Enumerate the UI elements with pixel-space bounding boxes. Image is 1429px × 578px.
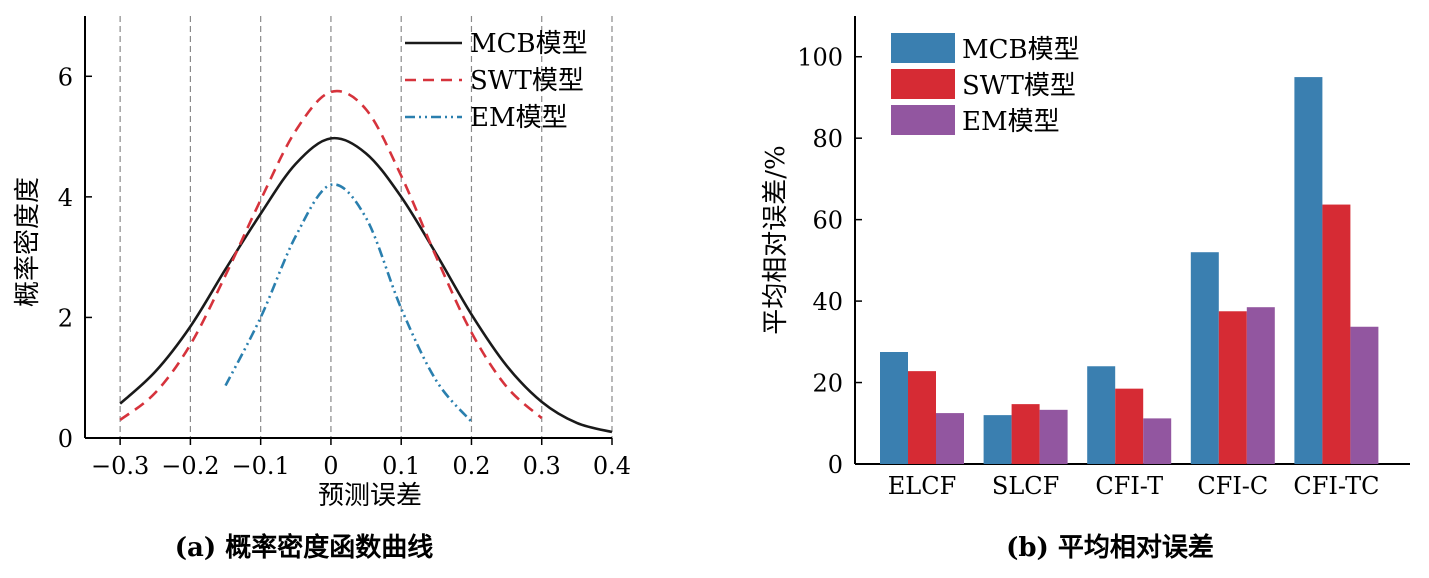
- bar: [1011, 404, 1040, 464]
- x-tick-label: CFI-T: [1095, 472, 1163, 500]
- caption-a: (a) 概率密度函数曲线: [175, 532, 434, 563]
- bar: [936, 413, 964, 464]
- x-axis-label: 预测误差: [318, 481, 422, 511]
- bar: [1087, 366, 1116, 464]
- x-tick-label: CFI-C: [1197, 472, 1268, 500]
- y-axis-label: 平均相对误差/%: [761, 145, 791, 334]
- x-tick-label: −0.1: [232, 452, 290, 480]
- bars: [880, 77, 1379, 465]
- y-tick-label: 6: [58, 63, 73, 91]
- legend: MCB模型 SWT模型 EM模型: [891, 33, 1080, 137]
- legend-label: SWT模型: [962, 71, 1076, 101]
- legend-label: MCB模型: [962, 35, 1080, 65]
- x-tick-label: −0.2: [161, 452, 219, 480]
- bar: [983, 415, 1012, 464]
- bar: [1350, 326, 1379, 464]
- y-tick-label: 4: [58, 184, 73, 212]
- legend-swatch: [891, 105, 955, 135]
- series-line: [119, 136, 613, 434]
- pdf-chart: −0.3 −0.2 −0.1 0 0.1 0.2 0.3 0.4 0 2 4 6 MCB模型 SWT模型…: [13, 16, 631, 563]
- y-tick-label: 20: [812, 370, 843, 398]
- tick-labels: 0 20 40 60 80 100 ELCF SLCF CFI-T CFI-C CFI-TC: [797, 44, 1379, 500]
- legend-swatch: [891, 69, 955, 99]
- axes: [84, 16, 613, 445]
- bar: [1218, 311, 1247, 464]
- bar: [1143, 418, 1172, 464]
- bar: [1190, 252, 1219, 464]
- y-tick-label: 40: [812, 288, 843, 316]
- y-tick-label: 0: [58, 425, 73, 453]
- bar: [1322, 204, 1351, 465]
- series-line: [224, 183, 473, 423]
- bar: [908, 371, 936, 464]
- y-tick-label: 2: [58, 304, 73, 332]
- series-lines: [119, 89, 613, 434]
- bar: [1115, 388, 1144, 464]
- x-tick-label: 0.4: [593, 452, 631, 480]
- bar: [1246, 307, 1275, 464]
- legend-label: EM模型: [962, 107, 1060, 137]
- x-tick-label: −0.3: [91, 452, 149, 480]
- bar: [880, 352, 908, 464]
- y-tick-label: 100: [797, 44, 843, 72]
- x-tick-label: 0: [323, 452, 338, 480]
- x-tick-label: 0.3: [523, 452, 561, 480]
- y-tick-label: 0: [828, 451, 843, 479]
- bar: [1294, 77, 1323, 464]
- x-tick-label: 0.1: [382, 452, 420, 480]
- grid-lines: [119, 16, 613, 438]
- mre-chart: 0 20 40 60 80 100 ELCF SLCF CFI-T CFI-C CFI-TC MCB…: [761, 16, 1410, 563]
- x-tick-label: 0.2: [452, 452, 490, 480]
- series-line: [119, 89, 543, 421]
- x-tick-label: CFI-TC: [1293, 472, 1379, 500]
- y-tick-label: 80: [812, 125, 843, 153]
- legend-swatch: [891, 33, 955, 63]
- legend-label: SWT模型: [470, 66, 584, 96]
- legend: MCB模型 SWT模型 EM模型: [405, 29, 588, 133]
- x-tick-label: SLCF: [992, 472, 1059, 500]
- legend-label: MCB模型: [470, 29, 588, 59]
- caption-b: (b) 平均相对误差: [1006, 532, 1214, 563]
- legend-label: EM模型: [470, 103, 568, 133]
- x-tick-label: ELCF: [888, 472, 956, 500]
- bar: [1039, 409, 1068, 464]
- y-axis-label: 概率密度度: [13, 177, 43, 307]
- tick-labels: −0.3 −0.2 −0.1 0 0.1 0.2 0.3 0.4 0 2 4 6: [58, 63, 631, 480]
- y-tick-label: 60: [812, 207, 843, 235]
